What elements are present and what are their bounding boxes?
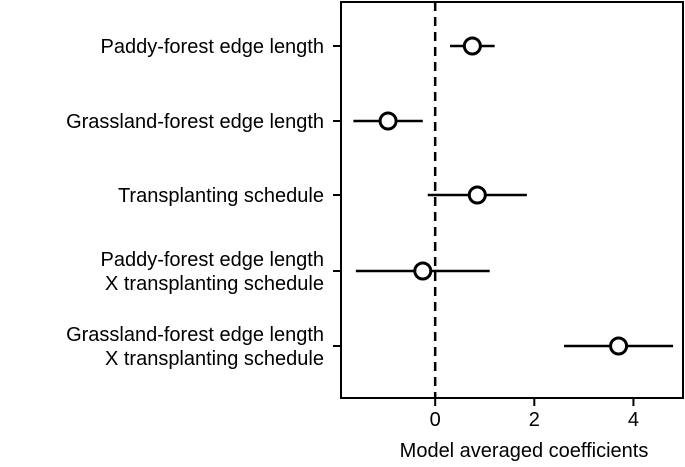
coefficient-point: [467, 185, 487, 205]
coefficient-point: [609, 336, 629, 356]
x-axis-title: Model averaged coefficients: [400, 440, 649, 462]
y-tick-label-line: Grassland-forest edge length: [66, 324, 324, 346]
coefficient-point: [462, 36, 482, 56]
y-tick-label-line: Transplanting schedule: [118, 185, 324, 207]
y-tick-label: Grassland-forest edge length X transplant…: [66, 324, 324, 370]
plot-frame: [340, 1, 684, 399]
y-tick-label: Paddy-forest edge length X transplanting …: [101, 249, 325, 295]
x-tick-label: 4: [628, 409, 639, 431]
y-tick-label: Transplanting schedule: [118, 185, 324, 207]
x-tick-label: 0: [430, 409, 441, 431]
coefficient-marks: [353, 36, 674, 356]
x-axis: 0 2 4: [430, 398, 639, 431]
y-tick-label: Paddy-forest edge length: [101, 36, 325, 58]
y-tick-label-line: Paddy-forest edge length: [101, 249, 325, 271]
coefficient-point: [413, 261, 433, 281]
y-tick-label-line: Paddy-forest edge length: [101, 36, 325, 58]
y-tick-label: Grassland-forest edge length: [66, 111, 324, 133]
y-axis: Paddy-forest edge length Grassland-forest…: [66, 36, 341, 370]
x-tick-label: 2: [529, 409, 540, 431]
coefficient-point: [378, 111, 398, 131]
y-tick-label-line: X transplanting schedule: [105, 273, 324, 295]
y-tick-label-line: X transplanting schedule: [105, 348, 324, 370]
y-tick-label-line: Grassland-forest edge length: [66, 111, 324, 133]
